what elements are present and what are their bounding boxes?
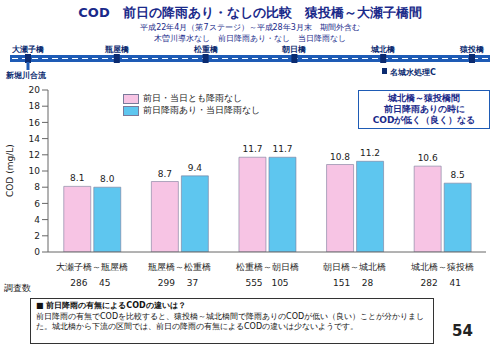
html-text:前日降雨あり・当日降雨なし: 前日降雨あり・当日降雨なし (143, 105, 260, 115)
svg-text:10.6: 10.6 (418, 153, 438, 163)
svg-text:14: 14 (29, 134, 41, 144)
svg-text:45: 45 (99, 278, 110, 288)
svg-text:16: 16 (29, 118, 41, 128)
svg-text:松重橋～朝日橋: 松重橋～朝日橋 (236, 262, 299, 272)
svg-text:18: 18 (29, 101, 41, 111)
svg-text:COD (mg/L): COD (mg/L) (5, 144, 15, 197)
svg-text:8: 8 (34, 182, 40, 192)
svg-text:2: 2 (34, 231, 40, 241)
svg-text:8.7: 8.7 (158, 169, 172, 179)
svg-text:11.2: 11.2 (360, 148, 380, 158)
svg-text:8.1: 8.1 (70, 173, 84, 183)
svg-text:8.5: 8.5 (451, 170, 465, 180)
svg-text:12: 12 (29, 150, 40, 160)
html-text:COD 前日の降雨あり・なしの比較 猿投橋～大瀬子橋間: COD 前日の降雨あり・なしの比較 猿投橋～大瀬子橋間 (78, 5, 422, 20)
svg-text:9.4: 9.4 (188, 163, 203, 173)
svg-text:4: 4 (34, 215, 40, 225)
html-text:前日降雨ありの時に: 前日降雨ありの時に (383, 104, 465, 114)
svg-text:8.0: 8.0 (100, 174, 115, 184)
svg-text:城北橋: 城北橋 (370, 45, 396, 54)
svg-text:11.7: 11.7 (272, 144, 292, 154)
html-text:城北橋～猿投橋間: 城北橋～猿投橋間 (388, 93, 460, 103)
svg-text:20: 20 (29, 85, 41, 95)
svg-text:大瀬子橋～瓶屋橋: 大瀬子橋～瓶屋橋 (56, 262, 128, 272)
html-text:調査数: 調査数 (4, 283, 31, 293)
svg-text:37: 37 (187, 278, 198, 288)
svg-text:555: 555 (245, 278, 262, 288)
svg-text:新堀川合流: 新堀川合流 (5, 70, 47, 80)
svg-text:朝日橋～城北橋: 朝日橋～城北橋 (323, 262, 386, 272)
svg-text:11.7: 11.7 (242, 144, 262, 154)
svg-text:10: 10 (29, 166, 41, 176)
svg-text:6: 6 (34, 199, 40, 209)
svg-text:299: 299 (158, 278, 175, 288)
svg-text:105: 105 (271, 278, 288, 288)
svg-text:朝日橋: 朝日橋 (281, 45, 307, 54)
svg-text:10.8: 10.8 (330, 152, 350, 162)
svg-text:名城水処理C: 名城水処理C (389, 68, 436, 77)
html-text:■ 前日降雨の有無によるCODの違いは？: ■ 前日降雨の有無によるCODの違いは？ (36, 301, 186, 310)
svg-text:城北橋～猿投橋: 城北橋～猿投橋 (410, 262, 474, 272)
svg-text:151: 151 (333, 278, 350, 288)
html-text:平成22年4月（第7ステージ）～平成28年3月末 期間外含む: 平成22年4月（第7ステージ）～平成28年3月末 期間外含む (140, 23, 360, 32)
html-text:木曽川導水なし 前日降雨あり・なし 当日降雨なし: 木曽川導水なし 前日降雨あり・なし 当日降雨なし (154, 34, 346, 43)
svg-text:282: 282 (421, 278, 438, 288)
html-text:前日降雨の有無でCODを比較すると、猿投橋～城北橋間で降雨あ: 前日降雨の有無でCODを比較すると、猿投橋～城北橋間で降雨ありのCODが低い（良… (36, 311, 425, 331)
svg-text:0: 0 (34, 247, 40, 257)
svg-text:瓶屋橋: 瓶屋橋 (104, 45, 130, 54)
svg-text:286: 286 (70, 278, 87, 288)
html-text:54: 54 (452, 322, 473, 340)
html-text:前日・当日とも降雨なし: 前日・当日とも降雨なし (143, 93, 242, 103)
svg-text:瓶屋橋～松重橋: 瓶屋橋～松重橋 (148, 262, 211, 272)
svg-text:41: 41 (449, 278, 460, 288)
svg-text:28: 28 (362, 278, 374, 288)
svg-text:松重橋: 松重橋 (193, 45, 219, 54)
svg-text:大瀬子橋: 大瀬子橋 (12, 45, 45, 54)
html-text:CODが低く（良く）なる: CODが低く（良く）なる (372, 115, 476, 125)
svg-text:猿投橋: 猿投橋 (459, 45, 485, 54)
